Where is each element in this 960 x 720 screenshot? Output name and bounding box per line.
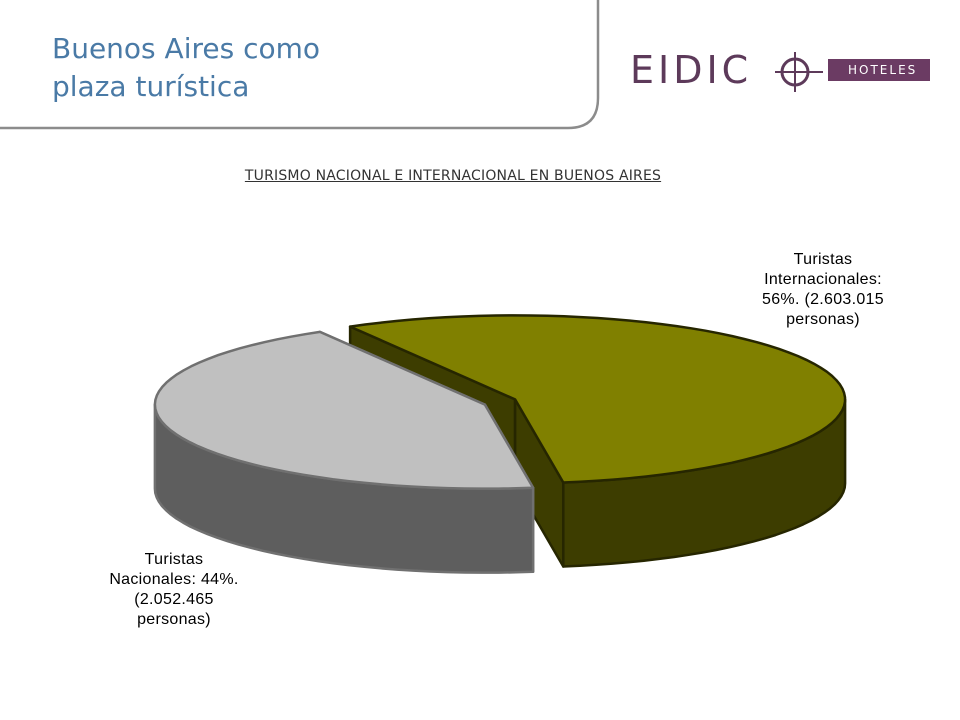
slice-top-face [153,330,535,490]
slice-top-face [348,314,847,484]
label-turistas-nacionales: Turistas Nacionales: 44%. (2.052.465 per… [100,550,248,630]
chart-title: TURISMO NACIONAL E INTERNACIONAL EN BUEN… [244,168,662,184]
label-int-line-3: 56%. (2.603.015 [762,291,884,308]
title-line-1: Buenos Aires como [52,32,321,65]
label-int-line-2: Internacionales: [764,271,882,288]
label-int-line-4: personas) [786,311,860,328]
logo-wordmark: EIDIC [630,48,753,92]
brand-logo: EIDIC HOTELES [630,48,930,92]
label-nac-line-4: personas) [137,611,211,628]
page-title: Buenos Aires como plaza turística [52,30,320,106]
label-int-line-1: Turistas [793,251,853,268]
title-line-2: plaza turística [52,70,250,103]
label-nac-line-1: Turistas [144,551,204,568]
label-turistas-internacionales: Turistas Internacionales: 56%. (2.603.01… [748,250,898,330]
logo-band-text: HOTELES [848,63,918,77]
target-logo-icon [775,52,823,92]
slice-turistas-nacionales [153,330,535,574]
logo-band [828,59,930,81]
label-nac-line-3: (2.052.465 [134,591,214,608]
label-nac-line-2: Nacionales: 44%. [109,571,239,588]
header-frame [0,0,600,130]
